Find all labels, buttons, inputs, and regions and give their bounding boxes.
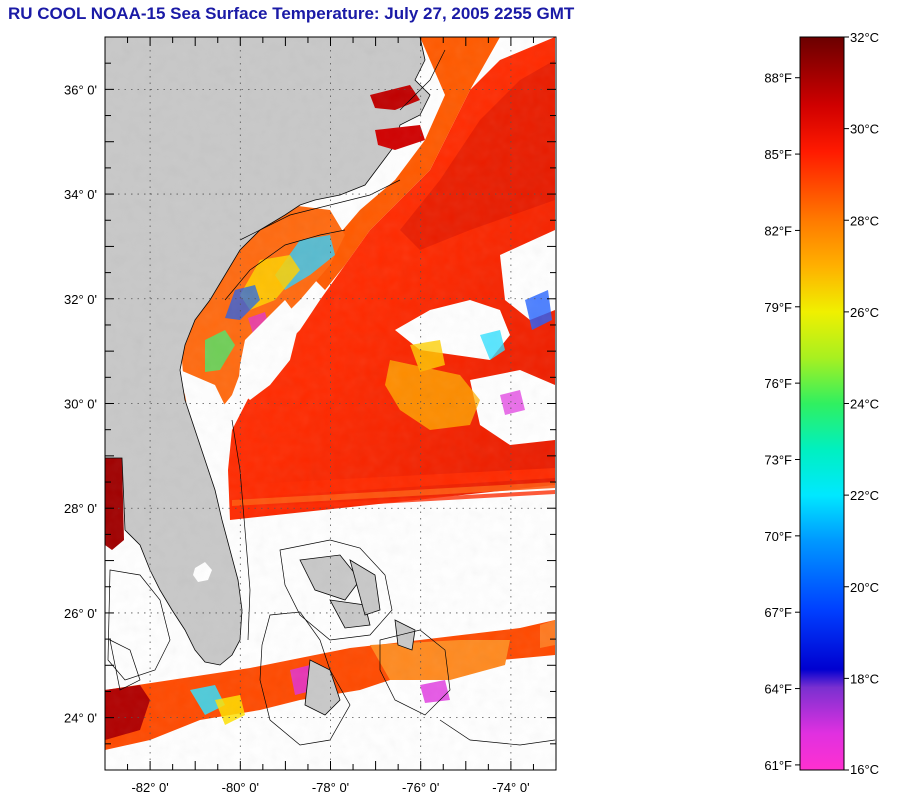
map-ticks (104, 36, 557, 771)
colorbar-celsius-label: 16°C (850, 762, 879, 777)
colorbar-fahrenheit-label: 70°F (764, 529, 792, 544)
colorbar-celsius-label: 24°C (850, 397, 879, 412)
lat-label: 36° 0' (64, 82, 97, 97)
map-title: RU COOL NOAA-15 Sea Surface Temperature:… (8, 4, 575, 23)
colorbar-fahrenheit-label: 85°F (764, 147, 792, 162)
texture-overlay (105, 37, 556, 770)
lat-label: 24° 0' (64, 711, 97, 726)
longitude-labels: -82° 0' -80° 0' -78° 0' -76° 0' -74° 0' (131, 780, 529, 795)
colorbar-celsius-label: 20°C (850, 580, 879, 595)
colorbar-fahrenheit-label: 79°F (764, 300, 792, 315)
lon-label: -78° 0' (312, 780, 349, 795)
colorbar-fahrenheit-labels: 88°F 85°F 82°F 79°F 76°F 73°F 70°F 67°F 64°F 61°F (764, 71, 800, 773)
latitude-labels: 36° 0' 34° 0' 32° 0' 30° 0' 28° 0' 26° 0' 24° … (64, 82, 97, 725)
lat-label: 34° 0' (64, 187, 97, 202)
colorbar (799, 36, 845, 771)
colorbar-celsius-label: 28°C (850, 213, 879, 228)
map-panel (105, 37, 556, 770)
lon-label: -74° 0' (492, 780, 529, 795)
lon-label: -82° 0' (131, 780, 168, 795)
lat-label: 28° 0' (64, 501, 97, 516)
lat-label: 30° 0' (64, 397, 97, 412)
colorbar-fahrenheit-label: 73°F (764, 452, 792, 467)
colorbar-fahrenheit-label: 61°F (764, 758, 792, 773)
colorbar-fahrenheit-label: 67°F (764, 605, 792, 620)
colorbar-fahrenheit-label: 82°F (764, 223, 792, 238)
colorbar-celsius-label: 18°C (850, 671, 879, 686)
lon-label: -80° 0' (222, 780, 259, 795)
colorbar-celsius-label: 22°C (850, 488, 879, 503)
colorbar-celsius-labels: 32°C 30°C 28°C 26°C 24°C 22°C 20°C 18°C 16°C (844, 30, 879, 777)
lat-label: 26° 0' (64, 606, 97, 621)
colorbar-fahrenheit-label: 64°F (764, 682, 792, 697)
colorbar-celsius-label: 26°C (850, 305, 879, 320)
colorbar-fahrenheit-label: 88°F (764, 71, 792, 86)
colorbar-celsius-label: 30°C (850, 122, 879, 137)
lon-label: -76° 0' (402, 780, 439, 795)
colorbar-fahrenheit-label: 76°F (764, 376, 792, 391)
lat-label: 32° 0' (64, 292, 97, 307)
colorbar-celsius-label: 32°C (850, 30, 879, 45)
